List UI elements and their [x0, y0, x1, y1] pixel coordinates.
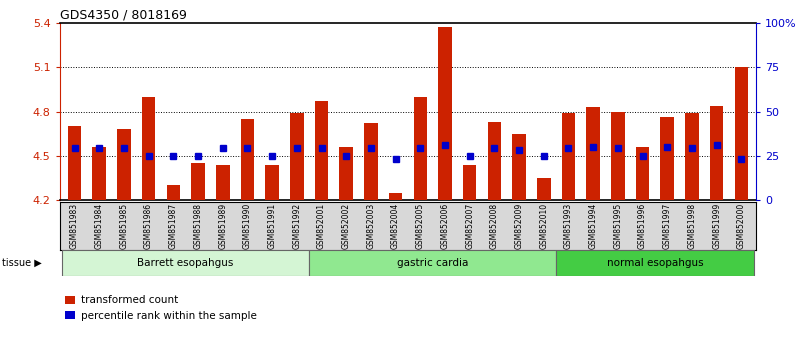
Text: GSM851986: GSM851986	[144, 202, 153, 249]
Bar	[339, 147, 353, 200]
Bar	[611, 112, 625, 200]
Text: Barrett esopahgus: Barrett esopahgus	[138, 258, 234, 268]
Text: GSM851999: GSM851999	[712, 202, 721, 249]
Bar	[142, 97, 155, 200]
Bar	[240, 119, 254, 200]
Text: GSM851984: GSM851984	[95, 202, 103, 249]
Text: GSM852000: GSM852000	[737, 202, 746, 249]
Text: GSM852009: GSM852009	[514, 202, 524, 249]
Text: GSM851985: GSM851985	[119, 202, 128, 249]
Text: GSM851993: GSM851993	[564, 202, 573, 249]
Legend: transformed count, percentile rank within the sample: transformed count, percentile rank withi…	[65, 296, 256, 321]
Text: GSM852006: GSM852006	[440, 202, 450, 249]
Text: GSM852003: GSM852003	[366, 202, 376, 249]
Bar	[413, 97, 427, 200]
Bar	[513, 133, 526, 200]
Bar	[556, 250, 754, 276]
Text: GSM852010: GSM852010	[540, 202, 548, 249]
Bar	[68, 126, 81, 200]
Text: GSM851989: GSM851989	[218, 202, 227, 249]
Bar	[117, 129, 131, 200]
Bar	[735, 67, 748, 200]
Text: GSM851994: GSM851994	[589, 202, 598, 249]
Text: GDS4350 / 8018169: GDS4350 / 8018169	[60, 9, 186, 22]
Text: GSM852008: GSM852008	[490, 202, 499, 249]
Bar	[92, 147, 106, 200]
Bar	[62, 250, 309, 276]
Text: tissue ▶: tissue ▶	[2, 258, 41, 268]
Bar	[364, 123, 377, 200]
Text: GSM852007: GSM852007	[465, 202, 474, 249]
Text: GSM851990: GSM851990	[243, 202, 252, 249]
Bar	[388, 193, 403, 200]
Text: GSM852004: GSM852004	[391, 202, 400, 249]
Bar	[562, 113, 576, 200]
Text: GSM851997: GSM851997	[663, 202, 672, 249]
Text: GSM852005: GSM852005	[416, 202, 425, 249]
Bar	[439, 28, 452, 200]
Text: GSM851991: GSM851991	[267, 202, 276, 249]
Text: GSM851998: GSM851998	[688, 202, 696, 249]
Bar	[636, 147, 650, 200]
Bar	[290, 113, 303, 200]
Text: GSM852002: GSM852002	[341, 202, 351, 249]
Bar	[463, 165, 477, 200]
Bar	[314, 101, 328, 200]
Text: GSM851987: GSM851987	[169, 202, 178, 249]
Bar	[587, 107, 600, 200]
Text: GSM851992: GSM851992	[292, 202, 302, 249]
Bar	[537, 178, 551, 200]
Text: GSM851995: GSM851995	[614, 202, 622, 249]
Bar	[265, 165, 279, 200]
Bar	[216, 165, 229, 200]
Bar	[309, 250, 556, 276]
Text: normal esopahgus: normal esopahgus	[607, 258, 703, 268]
Text: gastric cardia: gastric cardia	[397, 258, 468, 268]
Bar	[710, 105, 724, 200]
Bar	[488, 122, 501, 200]
Bar	[661, 118, 674, 200]
Bar	[166, 185, 180, 200]
Text: GSM851983: GSM851983	[70, 202, 79, 249]
Text: GSM851988: GSM851988	[193, 203, 202, 249]
Text: GSM852001: GSM852001	[317, 202, 326, 249]
Bar	[191, 163, 205, 200]
Text: GSM851996: GSM851996	[638, 202, 647, 249]
Bar	[685, 113, 699, 200]
